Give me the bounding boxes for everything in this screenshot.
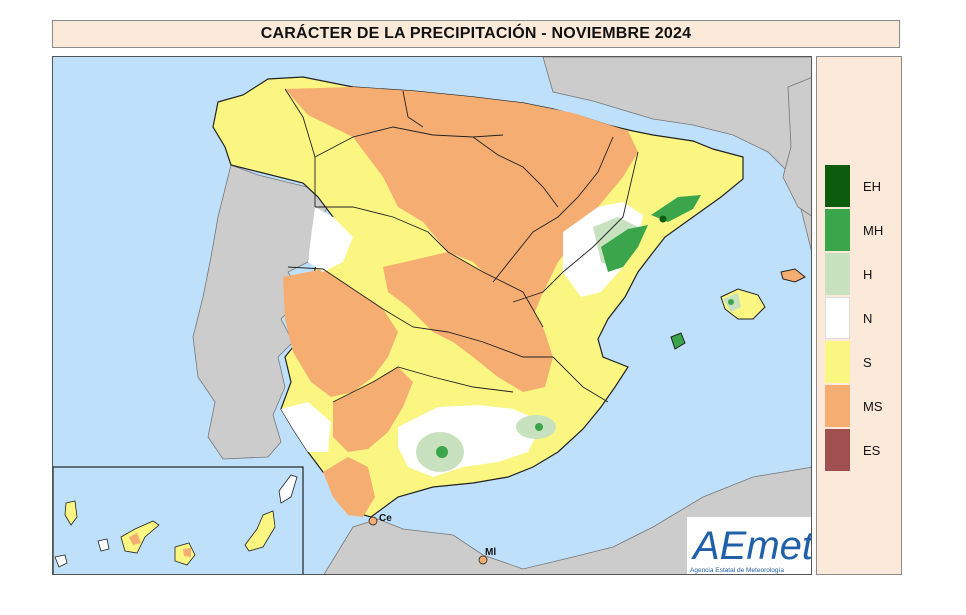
zone-mh-valencia xyxy=(601,225,648,272)
ibiza xyxy=(670,332,686,350)
legend-label-h: H xyxy=(863,267,873,282)
fuerteventura xyxy=(244,510,276,552)
tenerife xyxy=(120,520,160,554)
legend-label-mh: MH xyxy=(863,223,884,238)
la-gomera xyxy=(97,538,110,552)
la-palma xyxy=(64,500,78,526)
map-title-bar: CARÁCTER DE LA PRECIPITACIÓN - NOVIEMBRE… xyxy=(52,20,900,48)
zone-ms-center xyxy=(383,252,553,392)
melilla-label: Ml xyxy=(485,547,496,558)
lanzarote xyxy=(278,474,298,504)
aemet-logo-subtitle: Agencia Estatal de Meteorología xyxy=(690,567,784,574)
zone-eh-catalonia xyxy=(659,215,667,223)
ceuta-marker xyxy=(368,516,378,526)
zone-n-southwest xyxy=(281,402,331,452)
aemet-logo: AEmet Agencia Estatal de Meteorología xyxy=(687,517,812,574)
legend-swatch-ms xyxy=(825,385,850,427)
legend-label-eh: EH xyxy=(863,179,882,194)
sardinia-land xyxy=(782,77,811,217)
map-title: CARÁCTER DE LA PRECIPITACIÓN - NOVIEMBRE… xyxy=(260,25,692,42)
precipitation-map: Ce Ml AEmet Agencia Estatal de Meteorolo… xyxy=(52,56,812,575)
menorca xyxy=(780,268,806,283)
aemet-logo-text: AEmet xyxy=(691,524,812,568)
regional-borders xyxy=(284,88,639,403)
legend-panel: EH MH H N S MS ES xyxy=(816,56,902,575)
zone-ms-southwest xyxy=(323,457,375,517)
legend-swatch-mh xyxy=(825,209,850,251)
legend-label-s: S xyxy=(863,355,872,370)
zone-n-west xyxy=(308,207,353,272)
legend-swatch-h xyxy=(825,253,850,295)
legend-swatch-eh xyxy=(825,165,850,207)
melilla-marker xyxy=(478,555,488,565)
zone-mh-southeast xyxy=(535,423,543,431)
mallorca-mh-spot xyxy=(728,299,734,305)
zone-mh-catalonia xyxy=(651,195,701,222)
france-land xyxy=(542,57,811,251)
tenerife-ms-zone xyxy=(129,533,141,545)
map-canvas: Ce Ml AEmet Agencia Estatal de Meteorolo… xyxy=(53,57,812,574)
el-hierro xyxy=(54,554,68,568)
legend-label-es: ES xyxy=(863,443,881,458)
legend-swatch-n xyxy=(825,297,850,339)
zone-ms-north xyxy=(285,87,638,317)
gran-canaria-ms-zone xyxy=(183,548,191,557)
zone-mh-south xyxy=(436,446,448,458)
zone-ms-west xyxy=(283,269,398,397)
zone-ms-south xyxy=(333,367,413,452)
legend-label-n: N xyxy=(863,311,873,326)
legend-label-ms: MS xyxy=(863,399,883,414)
canary-islands-inset xyxy=(53,466,304,574)
legend-swatch-es xyxy=(825,429,850,471)
ceuta-label: Ce xyxy=(379,513,392,524)
legend-swatch-s xyxy=(825,341,850,383)
